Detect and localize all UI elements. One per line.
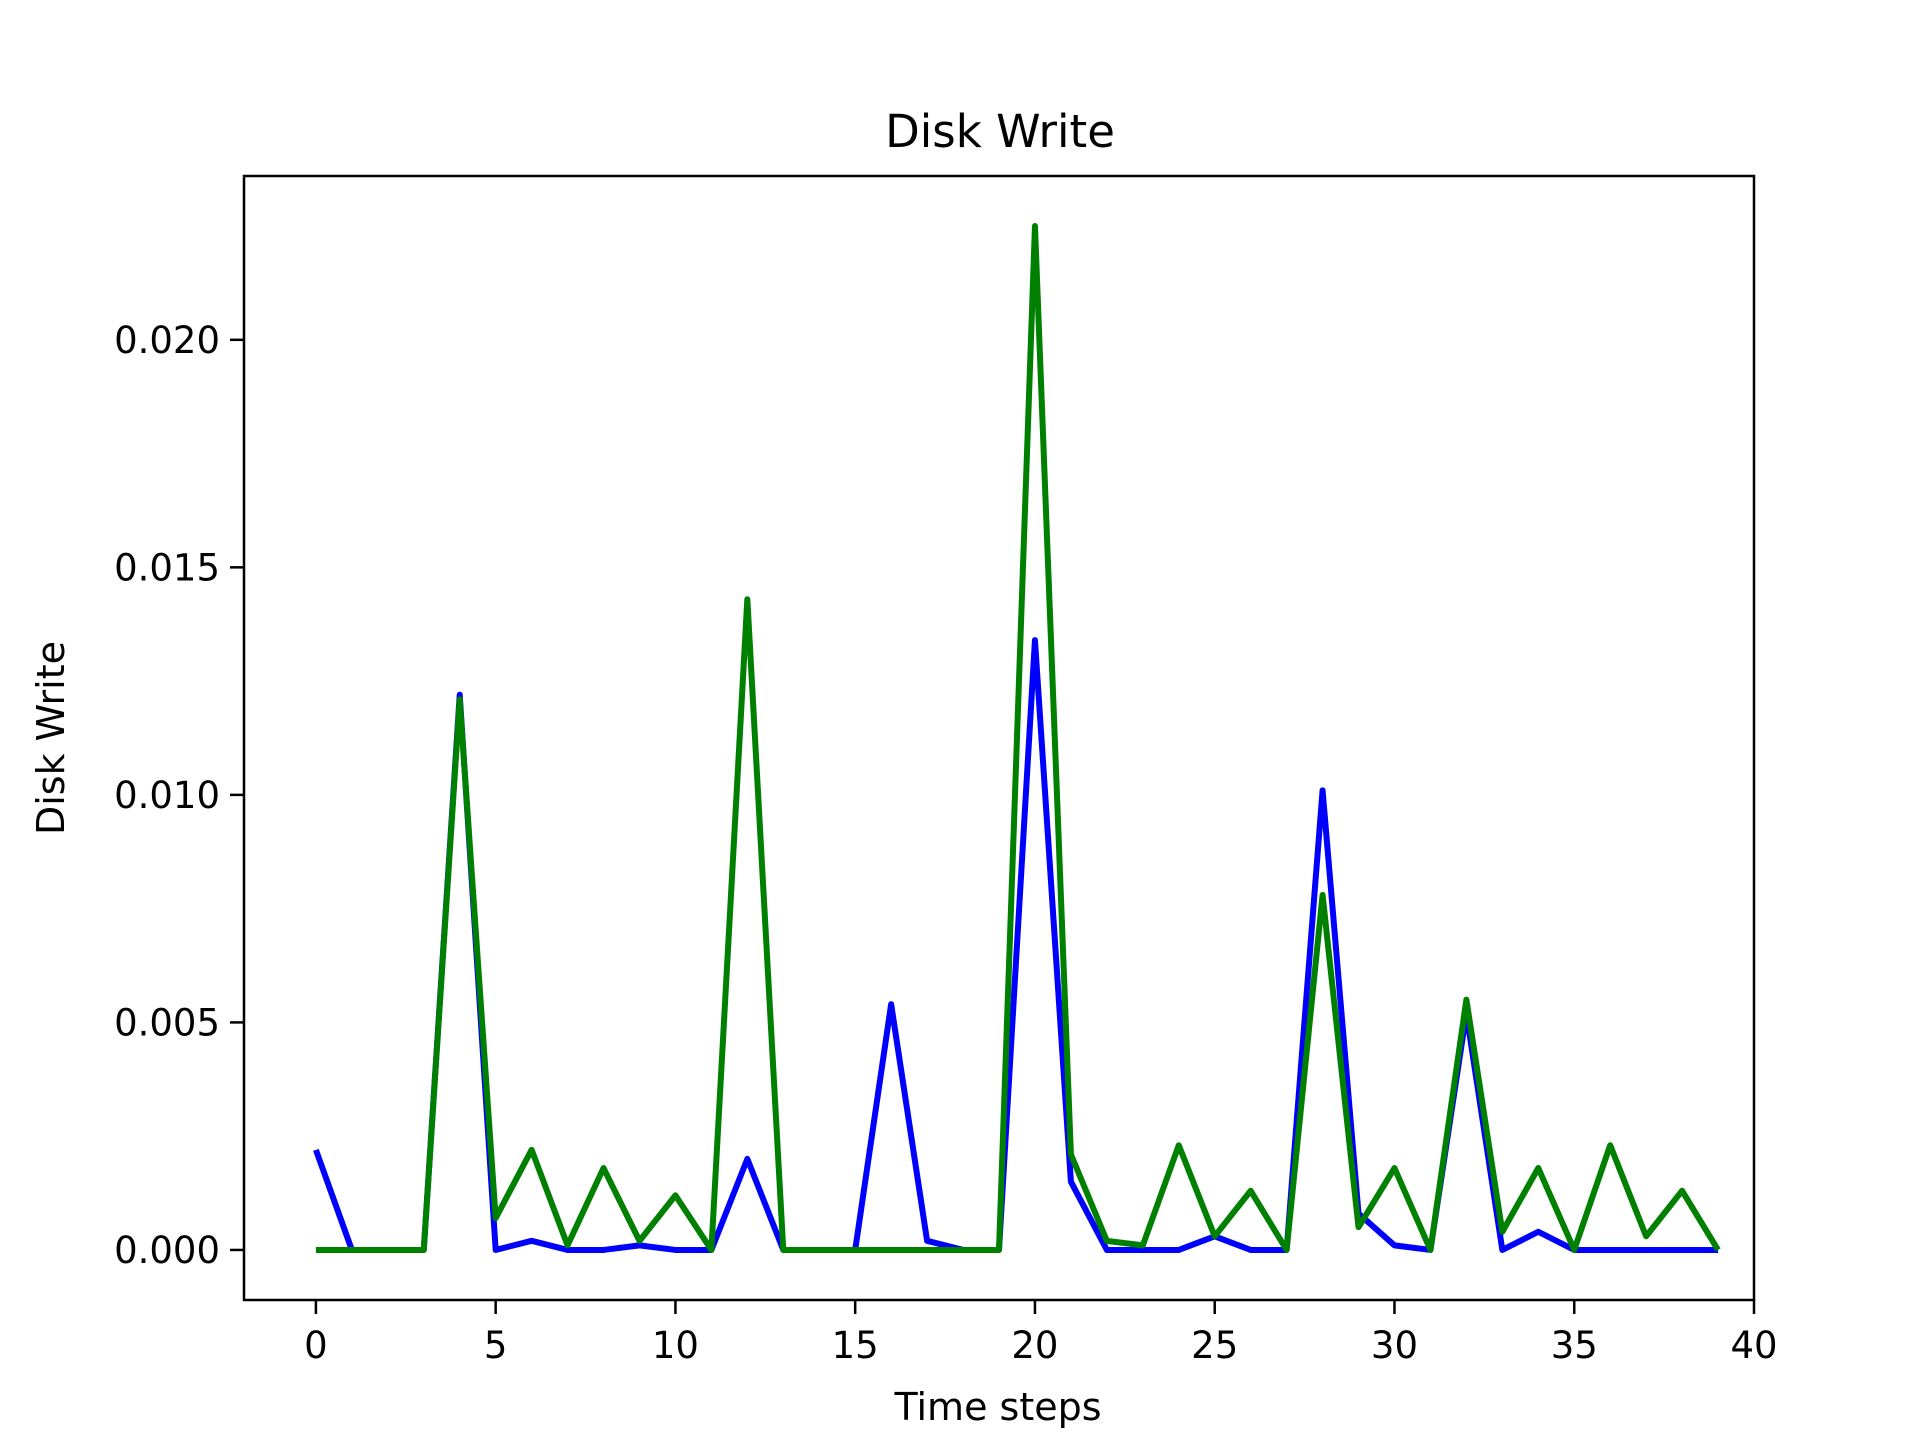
x-tick-label: 5 (484, 1324, 508, 1367)
y-tick-label: 0.020 (114, 319, 220, 362)
x-tick-label: 10 (652, 1324, 699, 1367)
x-axis: 0 5 10 15 20 25 30 35 40 (304, 1300, 1778, 1367)
y-tick-label: 0.000 (114, 1229, 220, 1272)
x-tick-label: 25 (1191, 1324, 1238, 1367)
x-tick-label: 35 (1551, 1324, 1598, 1367)
x-axis-label: Time steps (893, 1385, 1101, 1429)
y-tick-label: 0.010 (114, 774, 220, 817)
y-tick-label: 0.005 (114, 1001, 220, 1044)
y-tick-label: 0.015 (114, 546, 220, 589)
y-axis-label: Disk Write (29, 641, 73, 835)
x-tick-label: 15 (832, 1324, 879, 1367)
plot-area-frame (242, 174, 1756, 1302)
series-line-2 (315, 223, 1721, 1253)
series-layer (313, 223, 1721, 1253)
chart-title: Disk Write (885, 105, 1115, 158)
x-tick-label: 0 (304, 1324, 328, 1367)
x-tick-label: 30 (1371, 1324, 1418, 1367)
x-tick-label: 20 (1011, 1324, 1058, 1367)
y-axis: 0.000 0.005 0.010 0.015 0.020 (114, 319, 244, 1272)
x-tick-label: 40 (1730, 1324, 1777, 1367)
